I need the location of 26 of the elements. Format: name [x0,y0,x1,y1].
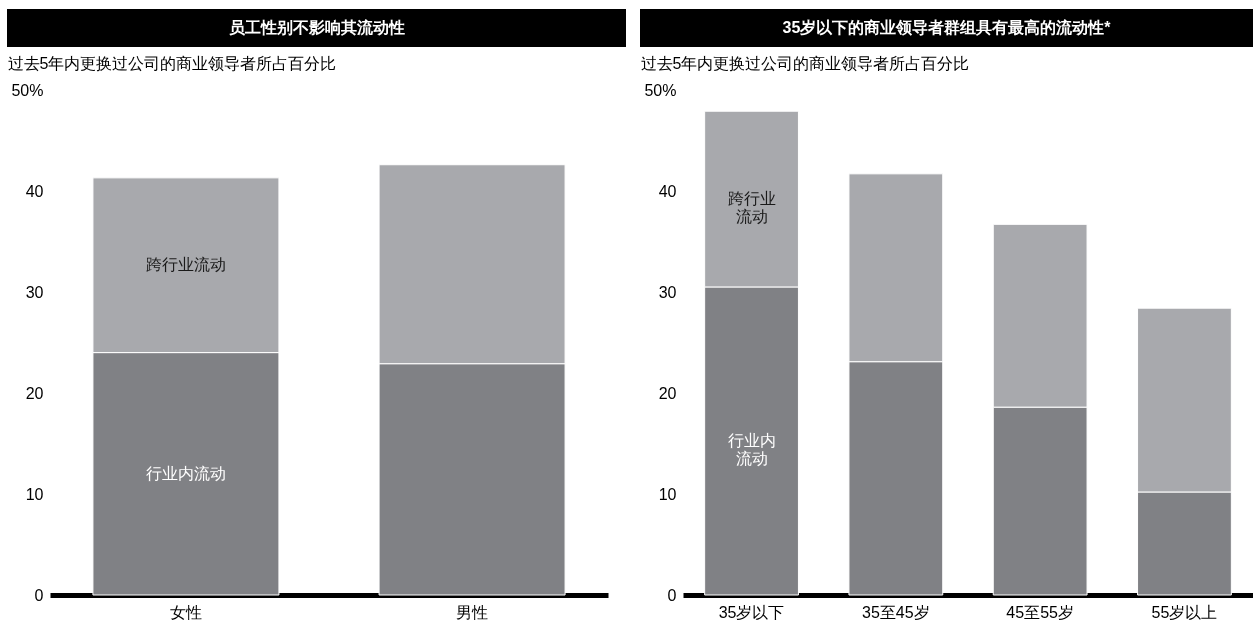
y-tick-label: 40 [25,182,44,200]
y-axis-title: 过去5年内更换过公司的商业领导者所占百分比 [640,54,970,72]
y-tick-label: 30 [658,283,677,301]
y-tick-label: 0 [667,586,677,604]
y-tick-label: 20 [25,384,44,402]
y-axis-title: 过去5年内更换过公司的商业领导者所占百分比 [7,54,337,72]
series-label: 跨行业流动 [727,190,776,226]
series-label: 跨行业流动 [145,256,226,274]
x-tick-label: 35岁以下 [718,603,785,621]
y-tick-label: 10 [658,485,677,503]
y-tick-label: 0 [34,586,44,604]
x-tick-label: 45至55岁 [1006,603,1074,621]
x-tick-label: 55岁以上 [1151,603,1218,621]
y-tick-label: 50% [11,81,44,99]
y-tick-label: 20 [658,384,677,402]
y-tick-label: 40 [658,182,677,200]
chart-title: 员工性别不影响其流动性 [228,18,405,36]
y-tick-label: 10 [25,485,44,503]
y-tick-label: 30 [25,283,44,301]
chart-title: 35岁以下的商业领导者群组具有最高的流动性* [782,18,1112,36]
x-tick-label: 男性 [456,603,489,621]
x-tick-label: 35至45岁 [862,603,930,621]
y-tick-label: 50% [644,81,677,99]
x-tick-label: 女性 [169,603,202,621]
series-label: 行业内流动 [145,464,226,482]
series-label: 行业内流动 [727,431,776,467]
